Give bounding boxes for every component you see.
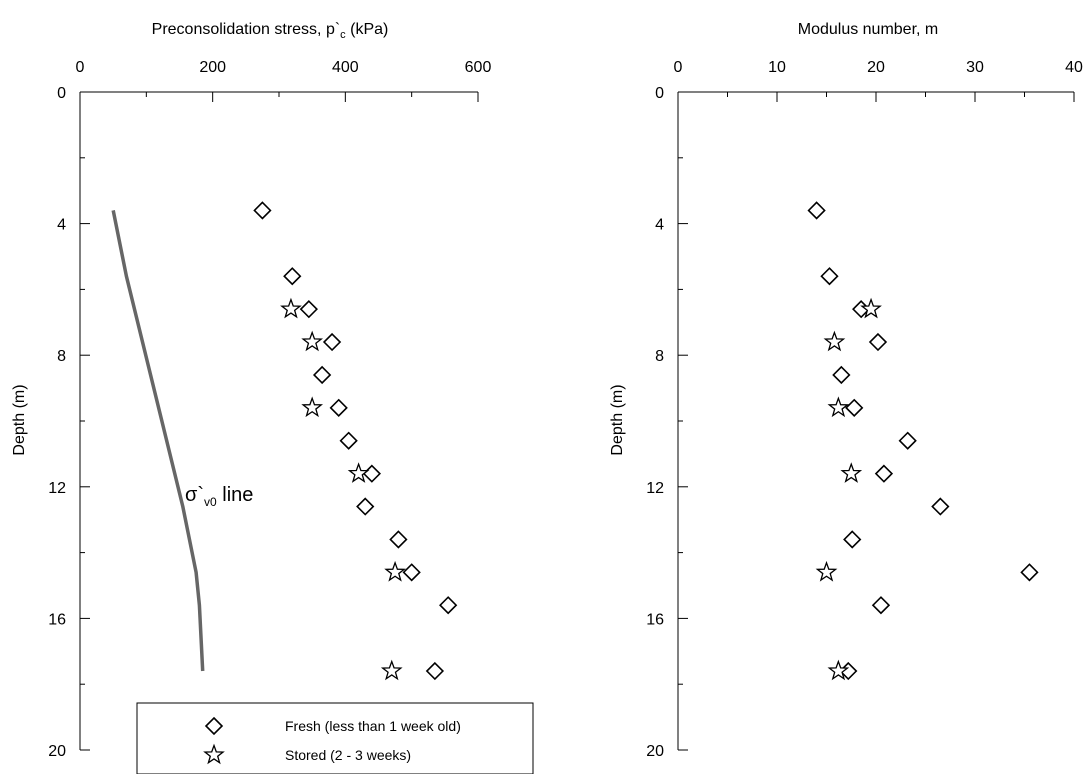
left-point-stored xyxy=(347,462,370,483)
left-point-fresh xyxy=(299,300,318,319)
left-y-tick-label: 12 xyxy=(48,480,66,497)
panel-modulus: 0 10 20 30 40 0 4 8 12 16 20 Modulus number, m Dep… xyxy=(609,21,1083,760)
sigma-v0-line-path xyxy=(111,210,205,672)
left-point-fresh xyxy=(253,201,272,220)
left-y-tick-label: 4 xyxy=(57,217,66,234)
legend-marker-diamond xyxy=(204,716,224,736)
y-axis-title-left: Depth (m) xyxy=(11,384,28,455)
right-point-stored xyxy=(827,396,850,418)
left-y-tick-label: 20 xyxy=(48,743,66,760)
right-point-fresh xyxy=(931,497,950,516)
sigma-v0-subscript: v0 xyxy=(204,495,217,509)
right-y-tick-label: 0 xyxy=(655,85,664,102)
right-axes: 0 10 20 30 40 0 4 8 12 16 20 xyxy=(646,59,1083,760)
left-point-stored xyxy=(380,659,403,681)
right-point-fresh xyxy=(807,201,826,220)
left-point-fresh xyxy=(339,431,358,450)
right-x-tick-label: 20 xyxy=(867,59,885,76)
legend: Fresh (less than 1 week old) Stored (2 -… xyxy=(136,702,534,774)
left-y-tick-label: 16 xyxy=(48,611,66,628)
sigma-v0-line xyxy=(111,210,205,672)
x-axis-title-left: Preconsolidation stress, p`c (kPa) xyxy=(152,21,389,41)
left-data-points xyxy=(253,201,458,681)
x-axis-title-unit: (kPa) xyxy=(346,21,389,38)
legend-star-marker xyxy=(203,743,225,765)
left-x-tick-label: 0 xyxy=(76,59,85,76)
right-point-fresh xyxy=(832,365,851,385)
right-y-tick-label: 12 xyxy=(646,480,664,497)
left-point-fresh xyxy=(402,563,421,582)
right-x-tick-label: 40 xyxy=(1065,59,1083,76)
left-point-fresh xyxy=(439,596,458,615)
right-y-tick-label: 8 xyxy=(655,348,664,365)
legend-marker-star xyxy=(203,743,225,765)
left-point-fresh xyxy=(329,398,348,417)
left-point-fresh xyxy=(356,497,375,516)
left-x-tick-label: 400 xyxy=(332,59,359,76)
left-y-tick-label: 0 xyxy=(57,85,66,102)
right-y-tick-label: 4 xyxy=(655,217,664,234)
x-axis-title-subscript: c xyxy=(340,29,346,41)
left-axes: 0 200 400 600 0 4 8 12 16 20 xyxy=(48,59,491,760)
right-y-tick-label: 16 xyxy=(646,611,664,628)
right-x-tick-label: 0 xyxy=(674,59,683,76)
sigma-v0-annotation: σ`v0 line xyxy=(185,484,253,509)
right-point-fresh xyxy=(868,332,888,352)
right-point-fresh xyxy=(898,431,917,450)
right-point-stored xyxy=(823,330,846,352)
right-y-tick-label: 20 xyxy=(646,743,664,760)
right-point-stored xyxy=(827,659,850,681)
left-point-fresh xyxy=(283,267,302,286)
left-point-fresh xyxy=(389,530,408,549)
right-point-fresh xyxy=(1020,563,1039,582)
left-point-fresh xyxy=(362,464,381,483)
sigma-v0-text: line xyxy=(217,484,254,506)
left-x-tick-label: 600 xyxy=(465,59,492,76)
right-point-fresh xyxy=(874,464,894,483)
left-point-stored xyxy=(301,396,324,418)
right-point-fresh xyxy=(845,398,864,417)
left-point-fresh xyxy=(425,661,445,681)
legend-diamond-marker xyxy=(204,716,224,736)
right-point-fresh xyxy=(820,267,839,286)
right-point-stored xyxy=(815,560,838,582)
right-data-points xyxy=(807,201,1039,681)
right-x-tick-label: 30 xyxy=(966,59,984,76)
left-point-stored xyxy=(280,297,302,319)
left-point-fresh xyxy=(322,332,342,352)
right-point-fresh xyxy=(871,596,891,615)
legend-label-fresh: Fresh (less than 1 week old) xyxy=(285,718,461,734)
right-point-stored xyxy=(840,462,863,483)
left-y-tick-label: 8 xyxy=(57,348,66,365)
right-point-stored xyxy=(860,297,882,319)
panel-preconsolidation: 0 200 400 600 0 4 8 12 16 20 Preconsolidation str… xyxy=(11,21,534,774)
left-x-tick-label: 200 xyxy=(199,59,226,76)
legend-label-stored: Stored (2 - 3 weeks) xyxy=(285,747,411,763)
left-point-fresh xyxy=(312,365,332,385)
legend-box xyxy=(136,702,534,774)
x-axis-title-main: Preconsolidation stress, p` xyxy=(152,21,341,38)
left-point-stored xyxy=(301,330,324,352)
right-x-tick-label: 10 xyxy=(768,59,786,76)
x-axis-title-right: Modulus number, m xyxy=(798,21,939,38)
sigma-v0-symbol: σ` xyxy=(185,484,204,506)
right-point-fresh xyxy=(843,530,862,549)
y-axis-title-right: Depth (m) xyxy=(609,384,626,455)
left-point-stored xyxy=(384,560,406,582)
